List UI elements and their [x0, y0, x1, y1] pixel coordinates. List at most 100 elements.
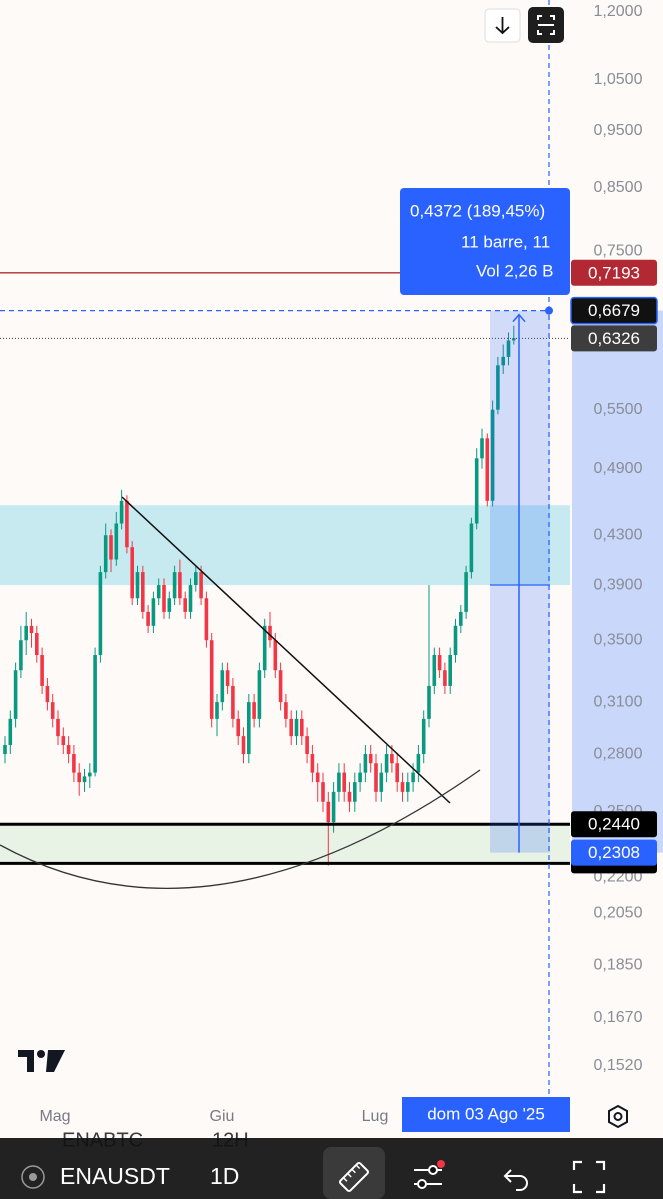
candle-body [13, 670, 18, 719]
candle-body [337, 772, 341, 792]
candle-body [19, 640, 23, 671]
ruler-button[interactable] [323, 1147, 385, 1199]
candle-body [379, 772, 384, 792]
candle-body [469, 523, 474, 573]
price-tag-label: 0,7193 [588, 263, 640, 282]
measure-tooltip [400, 188, 570, 295]
candle-body [384, 754, 389, 773]
candle-body [172, 572, 177, 599]
price-tag [571, 811, 657, 838]
candle-body [374, 763, 378, 792]
symbol-icon [21, 1165, 45, 1189]
candle-body [178, 572, 182, 599]
candle-body [204, 598, 209, 641]
candle-body [416, 754, 421, 773]
expand-icon [537, 15, 555, 35]
candle-body [215, 702, 219, 719]
date-tag-text: dom 03 Ago '25 [427, 1104, 545, 1123]
y-tick-label: 0,5500 [594, 401, 643, 418]
candle-body [395, 763, 399, 783]
candle-body [162, 585, 166, 612]
candle-body [363, 754, 368, 773]
candle-body [114, 523, 119, 560]
candle-body [29, 625, 34, 633]
candle-body [156, 585, 161, 599]
candle-body [485, 438, 490, 501]
y-tick-label: 0,4900 [594, 460, 643, 477]
x-tick-label: Mag [39, 1108, 70, 1125]
candle-body [480, 438, 484, 459]
candle-body [231, 685, 235, 719]
candle-body [236, 718, 240, 737]
candle-body [199, 572, 203, 599]
symbol-icon [29, 1173, 37, 1181]
candle-body [358, 772, 362, 783]
candle-body [247, 702, 251, 755]
price-tag-label: 0,6326 [588, 329, 640, 348]
candle-body [77, 772, 81, 783]
candle-body [321, 782, 325, 802]
candle-body [125, 500, 129, 548]
y-tick-label: 0,3500 [594, 631, 643, 648]
price-tag-label: 0,6679 [588, 301, 640, 320]
candle-body [109, 535, 113, 560]
candle-body [56, 718, 60, 737]
measure-tooltip-line: Vol 2,26 B [476, 261, 554, 280]
y-tick-label: 0,3100 [594, 693, 643, 710]
candle-body [331, 791, 336, 823]
candle-body [66, 745, 71, 755]
measure-tooltip-text: 0,4372 (189,45%) 11 barre, 11 Vol 2,26 B [410, 201, 554, 280]
y-tick-label: 0,8500 [594, 179, 643, 196]
candle-body [188, 585, 193, 612]
settings-icon[interactable] [608, 1104, 628, 1129]
candle-body [141, 572, 145, 612]
y-tick-label: 1,0500 [594, 71, 643, 88]
price-tag-label: 0,2308 [588, 843, 640, 862]
candle-body [421, 718, 426, 755]
candle-body [167, 598, 172, 612]
candle-body [130, 547, 134, 599]
price-tag [571, 259, 657, 286]
candle-body [103, 535, 108, 573]
candle-body [459, 611, 463, 626]
candle-body [35, 632, 39, 656]
date-tag [402, 1097, 570, 1132]
candle-body [411, 772, 415, 783]
y-tick-label: 0,3900 [594, 576, 643, 593]
symbol[interactable]: ENAUSDT [60, 1163, 170, 1189]
candle-body [241, 736, 246, 755]
candle-body [194, 572, 198, 586]
indicators-button[interactable] [414, 1160, 445, 1189]
interval[interactable]: 1D [210, 1163, 239, 1189]
candle-body [278, 670, 283, 703]
candle-body [501, 356, 505, 366]
down-arrow-icon [495, 17, 510, 35]
candle-body [209, 640, 214, 719]
candle-body [45, 685, 50, 703]
candle-body [40, 655, 44, 686]
y-tick-label: 0,7500 [594, 243, 643, 260]
candle-body [8, 718, 13, 746]
candle-body [474, 458, 479, 524]
tv-logo [18, 1050, 65, 1072]
fullscreen-button[interactable] [572, 1160, 606, 1194]
axis-range-band [572, 310, 663, 853]
candle-body [427, 685, 431, 719]
y-tick-label: 1,2000 [594, 3, 643, 20]
y-tick-label: 0,4300 [594, 526, 643, 543]
candle-body [400, 782, 405, 792]
candle-body [310, 754, 315, 773]
candle-body [50, 702, 55, 719]
candle-body [93, 655, 97, 773]
candle-body [437, 655, 442, 671]
candle-body [353, 782, 357, 802]
trendline [121, 496, 451, 804]
candle-body [294, 718, 299, 737]
candle-body [82, 776, 87, 783]
zone [0, 505, 570, 586]
price-tag [571, 325, 657, 352]
measure-arrowhead [512, 313, 526, 323]
undo-button[interactable] [503, 1169, 528, 1191]
